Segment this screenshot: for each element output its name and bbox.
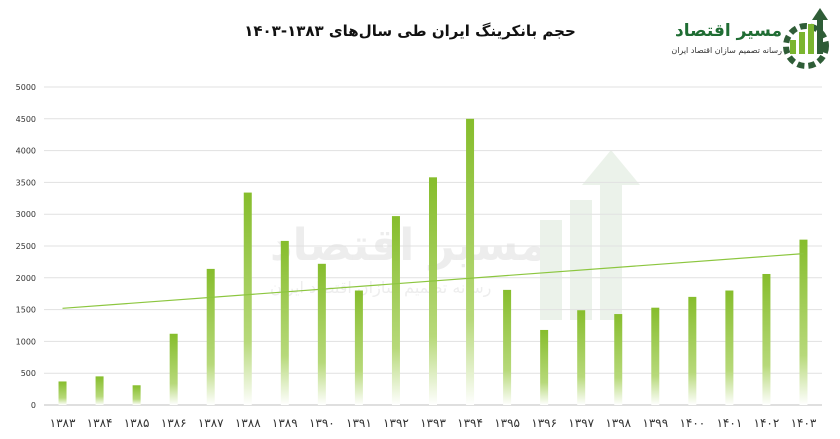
y-tick-label: 4500 [16,115,36,124]
bar [614,314,623,405]
x-tick-label: ۱۳۹۷ [568,416,594,430]
y-tick-label: 5000 [16,83,36,92]
y-tick-label: 3500 [16,178,36,187]
bar [577,310,586,405]
bar [95,376,104,405]
x-tick-label: ۱۳۹۵ [494,416,520,430]
y-tick-label: 500 [21,369,36,378]
x-tick-label: ۱۳۹۱ [346,416,372,430]
logo-tagline: رسانه تصمیم سازان اقتصاد ایران [671,46,782,55]
bar [688,296,697,405]
bar [540,329,549,405]
x-tick-label: ۱۳۹۸ [605,416,631,430]
gear-growth-icon [783,8,829,69]
y-tick-label: 0 [31,401,36,410]
x-tick-label: ۱۳۹۹ [642,416,668,430]
bar [206,268,215,405]
bar [391,216,400,405]
x-tick-label: ۱۳۸۵ [124,416,150,430]
y-tick-label: 2000 [16,274,36,283]
bar [169,333,178,405]
x-tick-label: ۱۳۹۰ [309,416,335,430]
bar [317,263,326,405]
chart-title: حجم بانکرینگ ایران طی سال‌های ۱۳۸۳-۱۴۰۳ [244,22,576,40]
x-tick-label: ۱۴۰۱ [716,416,742,430]
bar [762,273,771,405]
bar [651,307,660,405]
y-tick-label: 2500 [16,242,36,251]
x-tick-label: ۱۴۰۰ [679,416,705,430]
bar [429,177,437,405]
y-tick-label: 1500 [16,306,36,315]
x-tick-label: ۱۳۹۶ [531,416,557,430]
logo: مسیر اقتصاد رسانه تصمیم سازان اقتصاد ایر… [671,6,834,70]
x-tick-label: ۱۳۸۳ [50,416,76,430]
x-tick-label: ۱۴۰۲ [754,416,780,430]
x-tick-label: ۱۳۸۹ [272,416,298,430]
x-tick-label: ۱۳۸۶ [161,416,187,430]
trend-line [62,253,804,309]
logo-brand: مسیر اقتصاد [674,21,782,41]
bar [466,118,475,406]
bar [503,289,512,405]
x-tick-label: ۱۳۸۸ [235,416,261,430]
x-tick-label: ۱۳۹۳ [420,416,446,430]
bar [354,290,363,405]
y-tick-label: 4000 [16,147,36,156]
x-tick-label: ۱۳۸۴ [87,416,113,430]
x-tick-label: ۱۳۹۴ [457,416,483,430]
bar [132,385,141,405]
bar [799,239,808,405]
y-tick-label: 3000 [16,210,36,219]
x-tick-label: ۱۳۹۲ [383,416,409,430]
bar [243,192,252,405]
x-tick-label: ۱۳۸۷ [198,416,224,430]
bar [725,290,734,405]
bar [58,381,67,405]
x-tick-label: ۱۴۰۳ [791,416,817,430]
bar [280,240,289,405]
y-tick-label: 1000 [16,337,36,346]
